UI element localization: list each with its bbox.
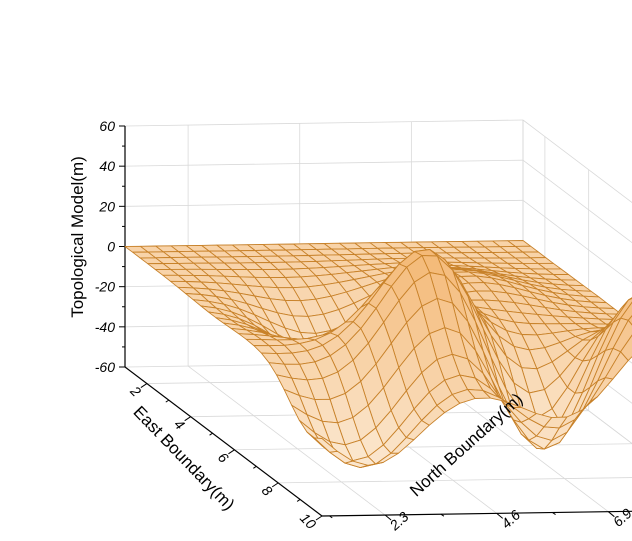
- y-tick-label: 2.3: [386, 508, 412, 534]
- z-tick-label: -20: [95, 279, 115, 295]
- y-tick-mark: [496, 512, 504, 519]
- x-tick-label: 6: [215, 449, 232, 466]
- y-tick-label: 6.9: [610, 505, 632, 530]
- y-tick-mark: [329, 515, 333, 519]
- grid-line: [234, 443, 632, 451]
- y-tick-label: 4.6: [498, 507, 523, 532]
- grid-line: [187, 365, 386, 516]
- x-tick-label: 10: [297, 510, 319, 532]
- y-tick-mark: [384, 514, 392, 521]
- x-tick-label: 2: [127, 382, 145, 400]
- surface-cell: [313, 437, 338, 453]
- x-tick-label: 4: [171, 416, 188, 433]
- x-tick-mark: [140, 383, 148, 388]
- x-tick-mark: [165, 399, 170, 403]
- z-axis-title: Topological Model(m): [68, 156, 87, 318]
- grid-line: [278, 477, 632, 484]
- x-axis-line: [124, 366, 323, 517]
- y-tick-mark: [440, 513, 445, 517]
- grid-line: [124, 159, 524, 167]
- surface-mesh: [124, 240, 632, 469]
- grid-line: [522, 159, 632, 244]
- x-tick-mark: [228, 449, 235, 455]
- x-tick-mark: [315, 515, 323, 521]
- grid-line: [522, 119, 632, 203]
- grid-line: [124, 199, 524, 207]
- surface-cell: [627, 315, 632, 326]
- grid-line: [522, 200, 632, 284]
- x-tick-mark: [209, 432, 213, 436]
- y-tick-mark: [608, 511, 615, 518]
- z-tick-label: 0: [107, 239, 115, 255]
- z-tick-label: 40: [99, 158, 115, 174]
- z-tick-label: 60: [99, 118, 115, 134]
- x-tick-mark: [271, 482, 279, 488]
- x-tick-mark: [253, 465, 257, 469]
- z-tick-label: -40: [95, 319, 115, 335]
- z-tick-label: -60: [95, 359, 115, 375]
- y-axis-line: [321, 510, 632, 517]
- x-tick-mark: [296, 499, 301, 502]
- x-tick-label: 8: [259, 482, 276, 499]
- y-tick-mark: [552, 512, 556, 515]
- grid-line: [124, 119, 524, 127]
- x-tick-mark: [184, 416, 191, 422]
- z-tick-label: 20: [98, 198, 115, 214]
